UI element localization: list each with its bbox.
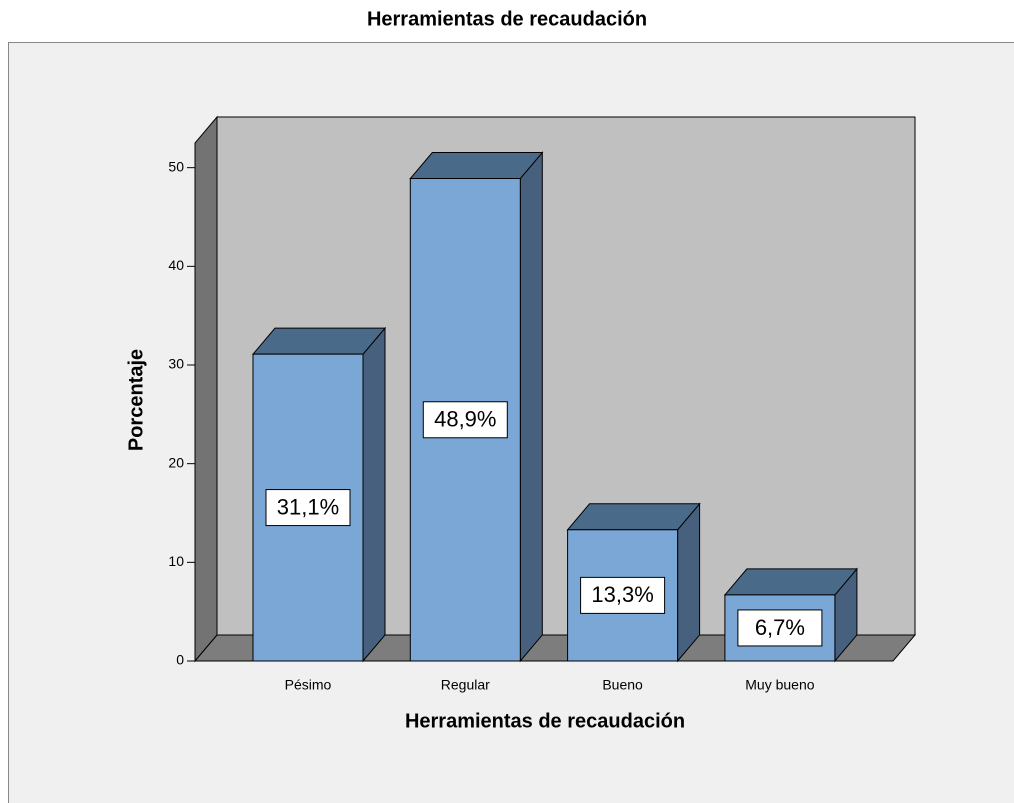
x-tick-label: Regular: [441, 677, 490, 693]
left-wall: [194, 115, 218, 663]
value-label: 13,3%: [591, 582, 653, 607]
bar-top: [409, 152, 544, 180]
bar-top: [723, 568, 858, 596]
value-label-box: [580, 576, 666, 614]
bar-top: [566, 503, 701, 531]
bar-side: [677, 502, 701, 663]
bar-side: [362, 326, 386, 663]
bar-top: [251, 327, 387, 355]
value-label-box: [737, 609, 823, 647]
bar-side: [519, 151, 543, 663]
y-axis-title: Porcentaje: [125, 349, 147, 451]
value-label-box: [422, 401, 508, 439]
y-tick-label: 10: [168, 553, 184, 569]
y-tick-label: 0: [176, 652, 184, 668]
value-label: 31,1%: [277, 494, 339, 519]
value-label: 48,9%: [434, 407, 496, 432]
value-label: 6,7%: [755, 615, 805, 640]
y-tick-label: 20: [168, 454, 184, 470]
x-tick-label: Pésimo: [285, 677, 332, 693]
value-label-box: [265, 489, 351, 527]
y-tick-label: 30: [168, 356, 184, 372]
y-tick-label: 40: [168, 257, 184, 273]
x-tick-label: Bueno: [602, 677, 643, 693]
x-tick-label: Muy bueno: [745, 677, 814, 693]
chart-title: Herramientas de recaudación: [367, 8, 647, 30]
x-axis-title: Herramientas de recaudación: [405, 710, 685, 732]
y-tick-label: 50: [168, 158, 184, 174]
